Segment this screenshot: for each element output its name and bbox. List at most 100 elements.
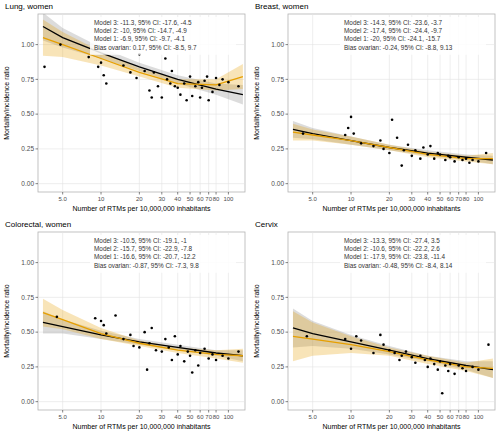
data-point [164,57,167,60]
annotation: Model 2: -10.6, 95% CI: -22.2, 2.6 [344,245,440,252]
data-point [171,359,174,362]
confidence-band [293,308,493,378]
tick-label: 0.50 [271,110,284,117]
tick-mark [139,410,140,413]
data-point [433,363,436,366]
tick-mark [478,192,479,195]
annotation: Model 3: -13.3, 95% CI: -27.4, 3.5 [344,237,440,244]
data-point [201,86,204,89]
tick-label: 50 [437,196,444,202]
data-point [191,95,194,98]
grid-line [288,297,495,298]
data-point [174,85,177,88]
data-point [444,159,447,162]
tick-mark [312,192,313,195]
fit-line [43,313,243,356]
data-point [419,354,422,357]
confidence-band [293,121,493,164]
fit-line [293,336,493,368]
data-point [400,354,403,357]
data-point [143,331,146,334]
figure: 0.000.250.500.751.005.010203040506070801… [0,0,500,435]
data-point [441,392,444,395]
data-layer [43,14,243,104]
tick-mark [36,401,39,402]
data-point [218,84,221,87]
plot-frame [38,14,245,192]
annotation: Model 3: -11.3, 95% CI: -17.6, -4.5 [94,19,192,26]
data-point [372,352,375,355]
tick-label: 5.0 [59,196,68,202]
tick-label: 0.25 [271,145,284,152]
data-point [436,152,439,155]
data-point [457,156,460,159]
data-point [148,342,151,345]
tick-label: 10 [98,414,105,420]
y-axis-label: Mortality/incidence ratio [253,284,261,358]
panel-title: Breast, women [255,2,308,11]
tick-label: 60 [197,196,204,202]
data-point [203,79,206,82]
data-point [302,132,305,135]
data-point [391,118,394,121]
data-point [405,350,408,353]
tick-mark [389,192,390,195]
tick-label: 10 [348,414,355,420]
confidence-band [43,299,243,363]
tick-label: 0.75 [271,294,284,301]
data-point [114,314,117,317]
panel-title: Cervix [255,220,278,229]
annotation: Model 2: -10, 95% CI: -14.7, -4.9 [94,27,187,34]
tick-mark [36,114,39,115]
data-point [135,77,138,80]
data-point [426,153,429,156]
panel: 0.000.250.500.751.005.010203040506070801… [253,2,495,213]
data-point [150,96,153,99]
data-layer [293,116,493,167]
tick-label: 80 [463,414,470,420]
data-point [211,91,214,94]
data-point [221,354,224,357]
tick-mark [62,192,63,195]
data-point [59,43,62,46]
x-axis-label: Number of RTMs per 10,000,000 inhabitant… [322,205,461,213]
tick-mark [216,410,217,413]
data-point [176,86,179,89]
tick-mark [286,148,289,149]
tick-mark [450,192,451,195]
fit-line [293,129,493,160]
data-point [129,71,132,74]
tick-mark [228,192,229,195]
tick-label: 70 [455,196,462,202]
tick-label: 1.00 [21,41,34,48]
data-point [449,363,452,366]
tick-mark [161,192,162,195]
tick-label: 100 [223,196,234,202]
data-point [203,348,206,351]
tick-mark [286,114,289,115]
data-point [471,159,474,162]
data-point [424,359,427,362]
data-point [468,161,471,164]
data-point [426,366,429,369]
data-point [150,327,153,330]
data-point [461,367,464,370]
data-point [207,357,210,360]
data-point [161,96,164,99]
tick-mark [286,401,289,402]
tick-label: 50 [187,414,194,420]
tick-mark [466,192,467,195]
data-point [360,339,363,342]
grid-line [38,148,245,149]
annotation: Bias ovarian: -0.24, 95% CI: -8.8, 9.13 [344,44,453,51]
data-point [155,349,158,352]
tick-mark [208,192,209,195]
data-point [215,77,218,80]
tick-label: 20 [386,414,393,420]
tick-label: 0.50 [271,328,284,335]
data-point [138,346,141,349]
tick-mark [286,332,289,333]
grid-line [288,401,495,402]
tick-mark [351,410,352,413]
data-point [194,349,197,352]
